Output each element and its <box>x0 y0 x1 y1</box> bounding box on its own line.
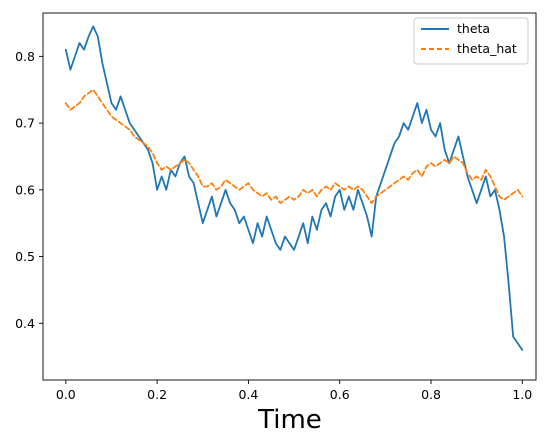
y-tick-label: 0.4 <box>15 316 35 331</box>
y-tick-label: 0.7 <box>15 116 35 131</box>
x-axis-label: Time <box>257 405 322 435</box>
y-tick-label: 0.5 <box>15 249 35 264</box>
x-tick-label: 0.4 <box>238 387 258 402</box>
x-axis-ticks: 0.0 0.2 0.4 0.6 0.8 1.0 <box>56 380 532 402</box>
legend-label-theta-hat: theta_hat <box>457 41 517 56</box>
x-tick-label: 1.0 <box>512 387 532 402</box>
y-tick-label: 0.6 <box>15 182 35 197</box>
y-tick-label: 0.8 <box>15 49 35 64</box>
x-tick-label: 0.6 <box>330 387 350 402</box>
plot-frame <box>42 12 537 381</box>
x-tick-label: 0.8 <box>421 387 441 402</box>
y-axis-ticks: 0.4 0.5 0.6 0.7 0.8 <box>15 49 43 331</box>
x-tick-label: 0.0 <box>56 387 76 402</box>
legend: theta theta_hat <box>413 17 529 65</box>
x-tick-label: 0.2 <box>147 387 167 402</box>
series-layer <box>64 25 524 351</box>
series-line-theta <box>64 25 524 351</box>
series-line-theta-hat <box>64 88 524 205</box>
legend-label-theta: theta <box>457 21 490 36</box>
